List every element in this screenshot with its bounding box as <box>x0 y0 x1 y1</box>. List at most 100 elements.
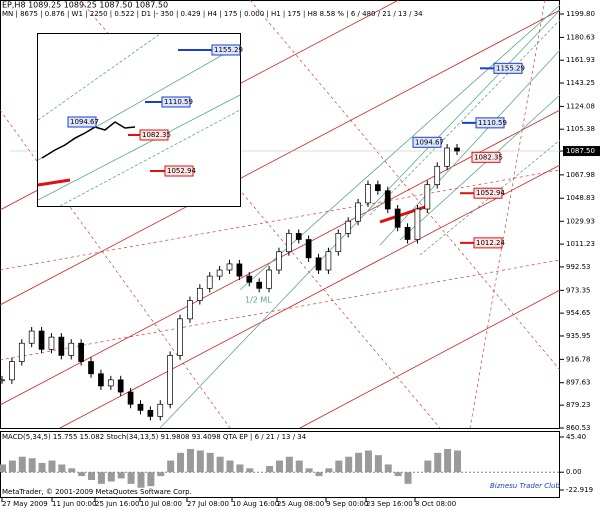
candle <box>157 403 164 417</box>
candle <box>196 287 203 301</box>
indicator-title: MACD(5,34,5) 15.755 15.082 Stoch(34,13,5… <box>2 433 307 441</box>
candle <box>226 263 233 271</box>
candle <box>454 147 460 152</box>
macd-bar <box>325 468 333 473</box>
copyright: MetaTrader, © 2001-2009 MetaQuotes Softw… <box>2 488 192 496</box>
indicator-tick-label: 45.40 <box>566 433 586 441</box>
y-tick-label: 1161.93 <box>566 56 595 64</box>
macd-bar <box>186 448 194 473</box>
x-tick-label: 27 Jul 08:00 <box>187 500 229 508</box>
macd-bar <box>305 468 313 473</box>
candle <box>246 275 253 283</box>
watermark: Biznesu Trader Club <box>490 482 560 490</box>
y-tick-label: 992.53 <box>566 263 591 271</box>
candle <box>305 239 312 259</box>
macd-bar <box>206 452 214 473</box>
level-label: 1012.24 <box>476 239 505 247</box>
y-tick-label: 916.78 <box>566 355 591 363</box>
candle <box>355 202 361 222</box>
macd-bar <box>28 458 36 473</box>
macd-bar <box>275 460 283 473</box>
level-label: 1110.59 <box>478 119 507 127</box>
candle <box>58 336 65 356</box>
inset-level: 1110.59 <box>164 98 193 106</box>
macd-bar <box>434 452 442 473</box>
candle <box>177 318 183 356</box>
y-tick-label: 935.95 <box>566 332 591 340</box>
macd-bar <box>107 472 115 482</box>
candle <box>315 257 322 271</box>
macd-bar <box>117 472 125 479</box>
macd-bar <box>127 472 135 484</box>
candle <box>335 233 342 253</box>
y-tick-label: 860.53 <box>566 424 591 432</box>
level-box <box>473 237 503 249</box>
x-tick-label: 23 Sep 16:00 <box>366 500 413 508</box>
candle <box>375 184 381 192</box>
macd-bar <box>444 448 452 473</box>
candle <box>276 251 282 271</box>
candle <box>107 379 114 387</box>
macd-bar <box>315 472 323 477</box>
macd-bar <box>364 450 372 473</box>
macd-bar <box>384 464 392 473</box>
macd-bar <box>216 456 224 473</box>
y-tick-label: 879.23 <box>566 401 591 409</box>
y-tick-label: 1029.93 <box>566 217 595 225</box>
candle <box>9 361 15 381</box>
candle <box>0 379 5 382</box>
candle <box>325 251 332 271</box>
candle <box>137 403 144 411</box>
level-box <box>475 117 505 129</box>
candle <box>295 233 302 240</box>
candle <box>345 220 352 234</box>
y-tick-label: 973.35 <box>566 286 591 294</box>
macd-bar <box>18 456 26 473</box>
level-box <box>473 187 503 199</box>
candle <box>285 233 292 253</box>
inset-level: 1094.67 <box>70 118 99 126</box>
x-tick-label: 10 Aug 16:00 <box>232 500 279 508</box>
y-tick-label: 1143.25 <box>566 79 595 87</box>
x-tick-label: 11 Jun 00:00 <box>52 500 96 508</box>
inset-level: 1155.29 <box>214 46 243 54</box>
candle <box>167 355 174 405</box>
candle <box>414 208 421 240</box>
macd-bar <box>167 460 175 473</box>
y-tick-label: 1087.50 <box>566 147 595 155</box>
last-price-box <box>563 146 600 157</box>
y-tick-label: 1180.63 <box>566 33 595 41</box>
candle <box>206 275 213 289</box>
macd-bar <box>226 460 234 473</box>
level-label: 1082.35 <box>474 153 503 161</box>
x-tick-label: 25 Aug 08:00 <box>277 500 324 508</box>
candle <box>236 263 243 277</box>
macd-bar <box>97 472 105 484</box>
y-tick-label: 1105.38 <box>566 125 595 133</box>
macd-bar <box>147 472 155 487</box>
y-tick-label: 1067.98 <box>566 171 595 179</box>
macd-bar <box>424 460 432 473</box>
macd-bar <box>137 472 145 488</box>
candle <box>117 379 124 393</box>
candle <box>38 330 45 350</box>
macd-bar <box>295 460 303 473</box>
y-tick-label: 1048.83 <box>566 194 595 202</box>
macd-bar <box>374 455 382 473</box>
y-tick-label: 897.63 <box>566 379 591 387</box>
median-line-label: 1/2 ML <box>245 296 272 305</box>
candle <box>216 269 223 277</box>
candle <box>394 208 401 228</box>
candle <box>256 281 263 289</box>
indicator-tick-label: -22.919 <box>566 486 593 494</box>
candle <box>48 336 55 350</box>
y-tick-label: 1011.23 <box>566 240 595 248</box>
macd-bar <box>404 472 412 484</box>
macd-bar <box>58 464 66 473</box>
candle <box>365 184 371 204</box>
macd-bar <box>78 472 86 477</box>
candle <box>187 300 193 320</box>
candle <box>266 269 272 289</box>
y-tick-label: 1124.08 <box>566 102 595 110</box>
y-tick-label: 954.65 <box>566 309 591 317</box>
